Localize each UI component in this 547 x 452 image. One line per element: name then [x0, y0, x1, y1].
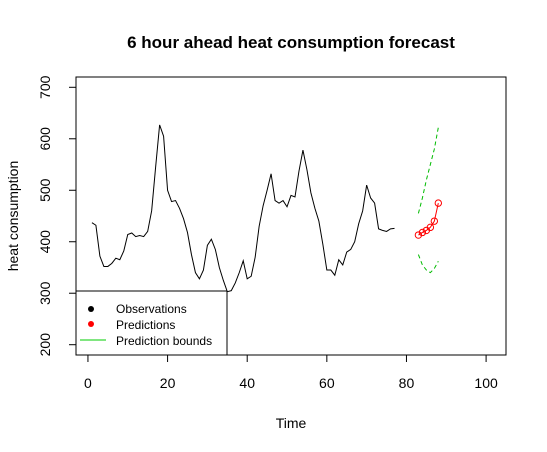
y-tick-label: 700	[37, 75, 53, 99]
x-tick-label: 80	[399, 375, 415, 391]
y-tick-label: 200	[37, 333, 53, 357]
legend: Observations Predictions Prediction boun…	[75, 290, 228, 356]
legend-predictions-marker	[88, 321, 94, 327]
observations-line	[91, 124, 395, 293]
chart-title: 6 hour ahead heat consumption forecast	[127, 33, 455, 52]
x-axis-label: Time	[276, 415, 307, 431]
legend-box	[75, 290, 228, 356]
prediction-point	[434, 199, 443, 207]
legend-predictions-label: Predictions	[116, 318, 175, 332]
x-tick-label: 20	[160, 375, 176, 391]
y-axis-label: heat consumption	[5, 161, 21, 272]
x-tick-label: 0	[84, 375, 92, 391]
prediction-bounds	[417, 127, 439, 274]
prediction-point	[414, 231, 423, 239]
x-tick-label: 100	[474, 375, 498, 391]
upper-bound-line	[417, 127, 439, 214]
x-tick-label: 40	[239, 375, 255, 391]
y-tick-label: 400	[37, 230, 53, 254]
y-tick-label: 300	[37, 281, 53, 305]
y-tick-label: 600	[37, 127, 53, 151]
legend-observations-marker	[88, 306, 94, 312]
prediction-point	[426, 223, 435, 232]
x-tick-label: 60	[319, 375, 335, 391]
prediction-point	[418, 228, 427, 237]
y-axis: 200 300 400 500 600 700	[37, 75, 77, 357]
y-tick-label: 500	[37, 178, 53, 202]
legend-observations-label: Observations	[116, 302, 187, 316]
predictions-series	[414, 199, 443, 239]
observations-series	[91, 124, 395, 293]
prediction-point	[430, 217, 439, 225]
lower-bound-line	[417, 254, 439, 274]
x-axis: 0 20 40 60 80 100	[84, 354, 498, 391]
legend-bounds-label: Prediction bounds	[116, 334, 212, 348]
